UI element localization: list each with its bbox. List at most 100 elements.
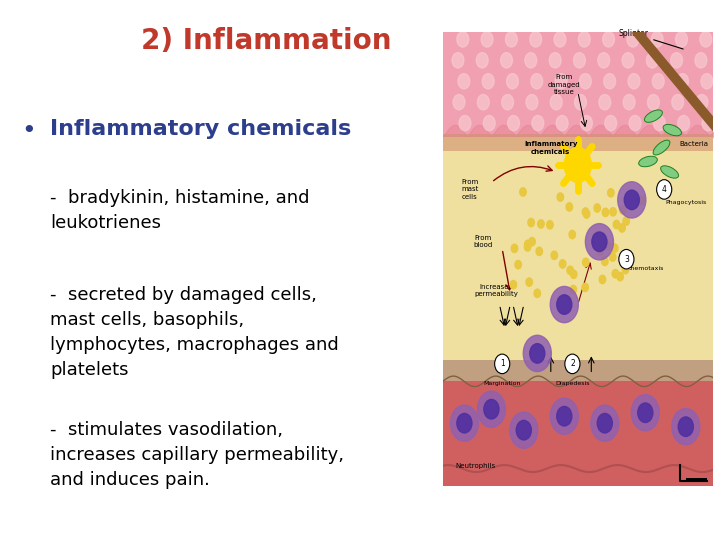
- Circle shape: [458, 73, 470, 89]
- Circle shape: [556, 116, 568, 131]
- Circle shape: [647, 94, 660, 110]
- Circle shape: [557, 295, 572, 314]
- Circle shape: [550, 94, 562, 110]
- Circle shape: [538, 220, 544, 228]
- Circle shape: [532, 116, 544, 131]
- Circle shape: [554, 32, 566, 47]
- Text: Neutrophils: Neutrophils: [455, 463, 495, 469]
- Circle shape: [530, 343, 545, 363]
- Circle shape: [550, 398, 578, 434]
- Circle shape: [575, 94, 587, 110]
- Circle shape: [672, 94, 684, 110]
- Circle shape: [678, 116, 690, 131]
- Circle shape: [605, 116, 617, 131]
- Circle shape: [622, 266, 629, 274]
- Text: 4: 4: [662, 185, 667, 194]
- Circle shape: [612, 269, 618, 278]
- Circle shape: [557, 193, 564, 201]
- Circle shape: [638, 403, 653, 422]
- Circle shape: [627, 32, 639, 47]
- Circle shape: [459, 116, 471, 131]
- Circle shape: [605, 241, 611, 250]
- Circle shape: [647, 52, 658, 68]
- Bar: [443, 364, 713, 486]
- Circle shape: [611, 244, 618, 252]
- Circle shape: [500, 52, 513, 68]
- Circle shape: [592, 232, 607, 252]
- Circle shape: [526, 278, 532, 286]
- Circle shape: [508, 116, 520, 131]
- Circle shape: [623, 217, 629, 225]
- Circle shape: [530, 32, 541, 47]
- Circle shape: [594, 204, 600, 212]
- Circle shape: [477, 94, 490, 110]
- Circle shape: [580, 73, 591, 89]
- Text: •: •: [22, 119, 36, 143]
- Text: From
mast
cells: From mast cells: [461, 179, 479, 200]
- Circle shape: [695, 52, 707, 68]
- Circle shape: [624, 190, 639, 210]
- Circle shape: [507, 73, 518, 89]
- Circle shape: [653, 116, 665, 131]
- Text: Margination: Margination: [483, 381, 521, 386]
- Circle shape: [628, 73, 640, 89]
- Circle shape: [520, 188, 526, 196]
- Circle shape: [525, 240, 531, 248]
- Circle shape: [696, 94, 708, 110]
- Circle shape: [657, 180, 672, 199]
- Circle shape: [536, 247, 542, 255]
- Circle shape: [670, 52, 683, 68]
- Circle shape: [566, 202, 572, 211]
- Text: Inflammatory
chemicals: Inflammatory chemicals: [524, 141, 577, 154]
- Circle shape: [618, 182, 646, 218]
- Circle shape: [593, 232, 599, 240]
- Circle shape: [603, 73, 616, 89]
- Bar: [443, 32, 713, 137]
- Circle shape: [559, 260, 566, 268]
- Circle shape: [531, 73, 543, 89]
- Circle shape: [534, 289, 541, 298]
- Circle shape: [515, 260, 521, 269]
- Circle shape: [502, 94, 513, 110]
- Circle shape: [546, 221, 553, 229]
- Circle shape: [573, 52, 585, 68]
- Circle shape: [564, 147, 591, 183]
- Text: 1: 1: [500, 360, 505, 368]
- Circle shape: [555, 73, 567, 89]
- Circle shape: [631, 395, 660, 431]
- Circle shape: [582, 283, 588, 292]
- Text: Bacteria: Bacteria: [680, 141, 708, 147]
- Circle shape: [701, 73, 713, 89]
- Circle shape: [582, 208, 589, 216]
- Text: -  stimulates vasodilation,
increases capillary permeability,
and induces pain.: - stimulates vasodilation, increases cap…: [50, 421, 344, 489]
- Circle shape: [495, 354, 510, 374]
- Circle shape: [623, 94, 635, 110]
- Circle shape: [629, 116, 641, 131]
- Circle shape: [523, 335, 552, 372]
- Circle shape: [511, 244, 518, 253]
- Circle shape: [505, 32, 518, 47]
- Circle shape: [677, 73, 688, 89]
- Circle shape: [452, 52, 464, 68]
- Circle shape: [477, 391, 505, 427]
- Circle shape: [602, 257, 608, 266]
- Text: 2) Inflammation: 2) Inflammation: [141, 27, 392, 55]
- Text: -  secreted by damaged cells,
mast cells, basophils,
lymphocytes, macrophages an: - secreted by damaged cells, mast cells,…: [50, 286, 339, 379]
- Text: From
blood: From blood: [474, 235, 493, 248]
- Circle shape: [610, 207, 616, 216]
- Circle shape: [619, 206, 626, 214]
- Circle shape: [652, 73, 665, 89]
- Circle shape: [483, 116, 495, 131]
- Circle shape: [598, 241, 604, 249]
- Text: Inflammatory chemicals: Inflammatory chemicals: [50, 119, 351, 139]
- Text: From
damaged
tissue: From damaged tissue: [548, 75, 580, 95]
- Circle shape: [456, 32, 469, 47]
- Circle shape: [510, 412, 538, 448]
- Circle shape: [618, 224, 625, 232]
- Bar: [443, 133, 713, 151]
- Circle shape: [565, 354, 580, 374]
- Circle shape: [582, 258, 589, 266]
- Ellipse shape: [639, 156, 657, 167]
- Text: 2: 2: [570, 360, 575, 368]
- Circle shape: [638, 197, 644, 205]
